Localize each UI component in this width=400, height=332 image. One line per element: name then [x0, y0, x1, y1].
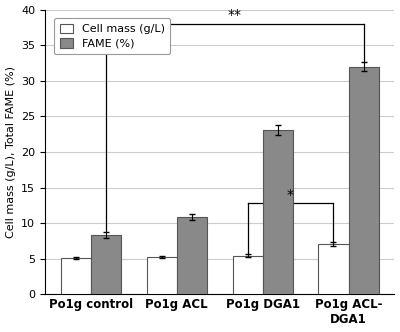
Bar [263, 130, 293, 294]
Text: **: ** [228, 8, 242, 22]
Y-axis label: Cell mass (g/L), Total FAME (%): Cell mass (g/L), Total FAME (%) [6, 66, 16, 238]
Bar [91, 235, 121, 294]
Bar [147, 257, 177, 294]
Legend: Cell mass (g/L), FAME (%): Cell mass (g/L), FAME (%) [54, 18, 170, 54]
Bar [318, 244, 348, 294]
Bar [61, 258, 91, 294]
Bar [232, 256, 263, 294]
Bar [348, 66, 378, 294]
Bar [177, 217, 207, 294]
Text: *: * [287, 189, 294, 203]
